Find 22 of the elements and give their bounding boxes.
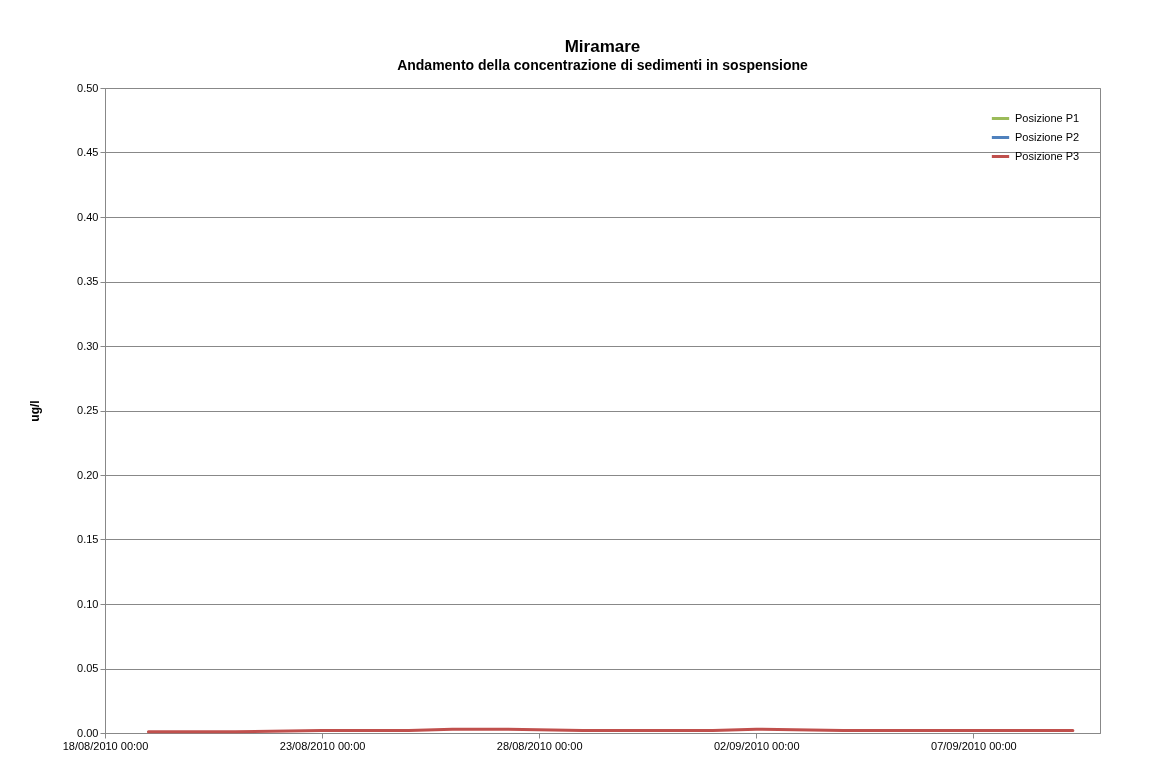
y-tick-label: 0.05: [77, 662, 99, 674]
y-tick-label: 0.35: [77, 275, 99, 287]
legend-label: Posizione P1: [1015, 111, 1080, 124]
y-tick-label: 0.40: [77, 210, 99, 223]
x-tick-label: 18/08/2010 00:00: [62, 739, 149, 752]
chart-subtitle: Andamento della concentrazione di sedimenti in sospensione: [397, 57, 809, 73]
y-tick-label: 0.00: [77, 726, 99, 739]
y-tick-label: 0.50: [77, 81, 99, 94]
x-tick-label: 07/09/2010 00:00: [931, 739, 1017, 752]
legend-label: Posizione P3: [1015, 149, 1080, 162]
y-tick-label: 0.30: [77, 339, 99, 352]
y-tick-label: 0.45: [77, 146, 99, 158]
x-tick-label: 02/09/2010 00:00: [713, 739, 800, 752]
y-tick-label: 0.20: [77, 468, 99, 481]
x-tick-label: 23/08/2010 00:00: [279, 739, 366, 752]
y-tick-label: 0.15: [77, 533, 99, 545]
y-axis-title: ug/l: [28, 400, 43, 422]
chart-title: Miramare: [564, 37, 641, 56]
y-tick-label: 0.25: [77, 404, 99, 416]
legend-label: Posizione P2: [1015, 130, 1080, 143]
y-tick-label: 0.10: [77, 597, 99, 610]
x-tick-label: 28/08/2010 00:00: [496, 739, 583, 752]
